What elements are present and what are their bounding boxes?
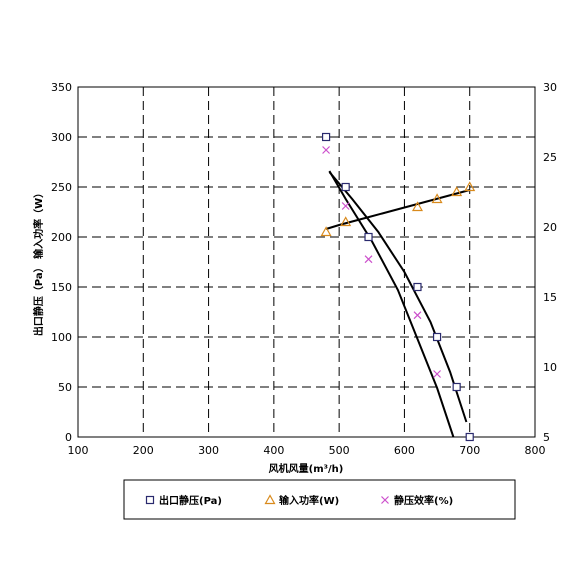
x-point <box>341 202 350 210</box>
data-points <box>320 132 476 442</box>
fit-curve <box>328 170 455 438</box>
square-point <box>341 182 350 192</box>
x-tick-label: 400 <box>263 444 284 457</box>
legend-marker-x <box>381 496 389 504</box>
x-tick-label: 200 <box>133 444 154 457</box>
x-axis-label: 风机风量(m³/h) <box>269 462 344 475</box>
square-point <box>432 332 442 342</box>
fit-curves <box>325 170 470 438</box>
x-tick-label: 600 <box>394 444 415 457</box>
legend-label: 输入功率(W) <box>279 494 339 507</box>
square-point <box>465 432 474 442</box>
y-tick-label: 100 <box>51 331 72 344</box>
fit-curve <box>328 171 468 423</box>
x-tick-label: 800 <box>525 444 546 457</box>
y-tick-label: 150 <box>51 281 72 294</box>
triangle-point <box>451 186 463 197</box>
y-tick-label: 200 <box>51 231 72 244</box>
square-point <box>452 382 461 392</box>
x-point <box>364 255 373 264</box>
y-tick-label: 350 <box>51 81 72 94</box>
y2-tick-label: 30 <box>543 81 557 94</box>
x-point <box>433 370 441 378</box>
legend: 出口静压(Pa) 输入功率(W) 静压效率(%) <box>145 494 453 507</box>
plot-area <box>77 86 536 438</box>
y-tick-label: 0 <box>65 431 72 444</box>
triangle-point <box>431 193 443 204</box>
fit-curve <box>325 189 470 230</box>
tick-labels: 100 200 300 400 500 600 700 800 0 50 100 150 200 250 3… <box>51 81 557 457</box>
triangle-point <box>320 226 332 237</box>
x-tick-label: 700 <box>459 444 480 457</box>
grid <box>78 87 535 437</box>
y2-tick-label: 5 <box>543 431 550 444</box>
y2-tick-label: 15 <box>543 291 557 304</box>
legend-label: 出口静压(Pa) <box>159 494 222 507</box>
y2-tick-label: 10 <box>543 361 557 374</box>
square-point <box>364 232 373 242</box>
y-tick-label: 50 <box>58 381 72 394</box>
triangle-point <box>411 201 424 212</box>
x-point <box>413 311 422 320</box>
triangle-point <box>340 216 352 227</box>
triangle-point <box>464 181 476 192</box>
y-tick-label: 250 <box>51 181 72 194</box>
y2-tick-label: 25 <box>543 151 557 164</box>
square-point <box>413 282 422 292</box>
square-point <box>321 132 331 142</box>
y-tick-label: 300 <box>51 131 72 144</box>
x-tick-label: 300 <box>198 444 219 457</box>
legend-label: 静压效率(%) <box>394 494 453 507</box>
legend-marker-triangle <box>264 494 276 505</box>
legend-box <box>123 479 516 520</box>
legend-marker-square <box>145 495 155 505</box>
y2-tick-label: 20 <box>543 221 557 234</box>
y-axis-label: 出口静压（Pa） 输入功率（W） <box>32 188 45 336</box>
x-tick-label: 500 <box>329 444 350 457</box>
x-point <box>322 146 331 154</box>
x-tick-label: 100 <box>68 444 89 457</box>
